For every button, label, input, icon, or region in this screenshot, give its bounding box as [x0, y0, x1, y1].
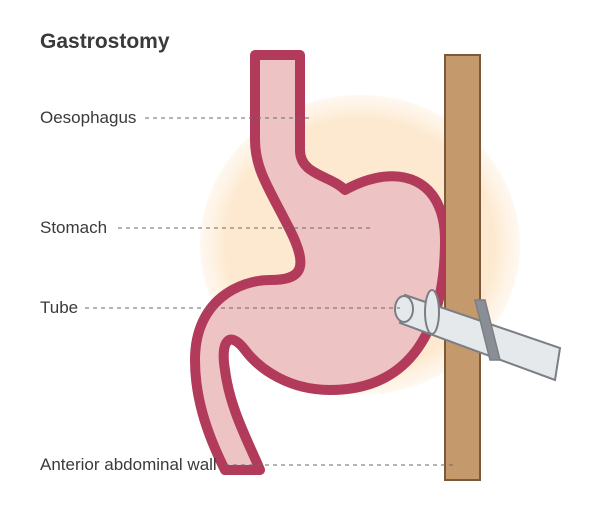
- label-oesophagus: Oesophagus: [40, 108, 136, 128]
- label-tube: Tube: [40, 298, 78, 318]
- abdominal-wall: [445, 55, 480, 480]
- diagram-title: Gastrostomy: [40, 30, 170, 54]
- diagram-stage: Gastrostomy Oesophagus Stomach Tube Anterio…: [0, 0, 600, 531]
- tube-internal-bumper: [395, 296, 413, 322]
- diagram-svg: [0, 0, 600, 531]
- label-stomach: Stomach: [40, 218, 107, 238]
- label-abdominal-wall: Anterior abdominal wall: [40, 455, 217, 475]
- tube-flange: [425, 290, 439, 334]
